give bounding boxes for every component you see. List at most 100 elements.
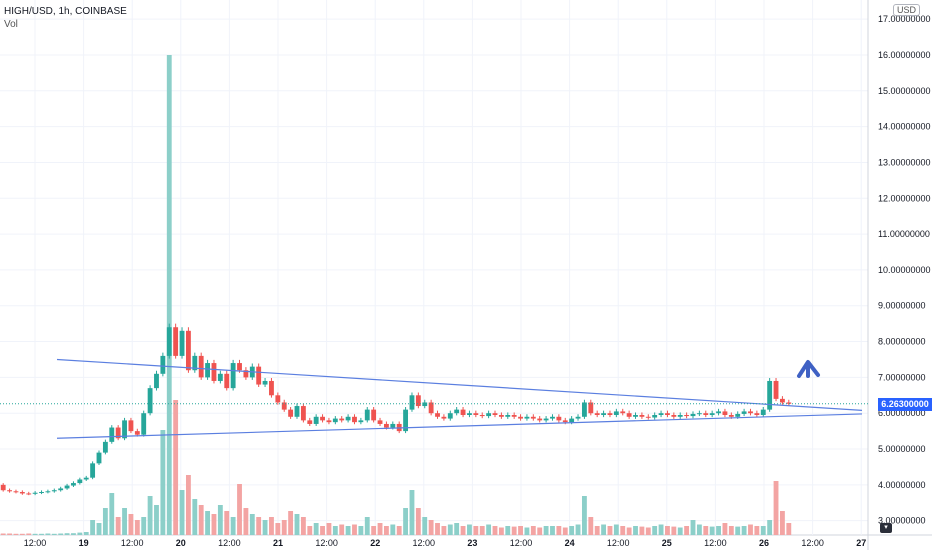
candle-body xyxy=(767,380,773,410)
volume-bar xyxy=(300,517,306,535)
y-tick-label: 5.00000000 xyxy=(878,444,926,454)
volume-bar xyxy=(237,484,242,535)
volume-bar xyxy=(390,524,396,535)
volume-label[interactable]: Vol xyxy=(4,19,18,30)
volume-bar xyxy=(256,517,262,535)
candle-body xyxy=(511,414,517,417)
candle-body xyxy=(173,327,179,356)
candle-body xyxy=(569,418,575,423)
scroll-to-latest-button[interactable]: ▾ xyxy=(880,523,892,533)
volume-bar xyxy=(147,496,153,535)
volume-bar xyxy=(358,526,364,535)
volume-bar xyxy=(658,524,664,535)
candle-body xyxy=(83,477,89,480)
volume-bar xyxy=(498,527,504,535)
x-tick-label: 12:00 xyxy=(704,538,727,548)
volume-bar xyxy=(0,533,6,535)
volume-bar xyxy=(77,532,83,535)
x-tick-label: 22 xyxy=(370,538,380,548)
volume-bar xyxy=(467,524,472,535)
volume-bar xyxy=(32,533,38,535)
volume-bar xyxy=(486,524,492,535)
candle-body xyxy=(45,491,51,493)
volume-bar xyxy=(530,526,536,535)
volume-bar xyxy=(51,533,57,535)
candle-body xyxy=(696,413,702,415)
volume-bar xyxy=(601,524,607,535)
volume-bar xyxy=(665,526,670,535)
volume-bar xyxy=(179,490,185,535)
volume-bar xyxy=(192,499,198,535)
y-tick-label: 16.00000000 xyxy=(878,50,931,60)
volume-bar xyxy=(575,524,581,535)
volume-bar xyxy=(754,526,760,535)
volume-bar xyxy=(102,508,108,535)
currency-button[interactable]: USD xyxy=(892,4,920,16)
x-tick-label: 23 xyxy=(467,538,477,548)
volume-bar xyxy=(339,524,345,535)
candle-body xyxy=(217,373,223,381)
candle-body xyxy=(454,409,460,414)
candle-body xyxy=(658,413,664,415)
volume-bar xyxy=(96,523,102,535)
volume-bar xyxy=(773,481,779,535)
volume-bar xyxy=(19,533,25,535)
candle-body xyxy=(179,330,185,356)
volume-bar xyxy=(141,517,147,535)
candle-body xyxy=(613,411,619,415)
candle-body xyxy=(556,416,562,421)
candle-body xyxy=(96,452,102,464)
symbol-label[interactable]: HIGH/USD, 1h, COINBASE xyxy=(4,6,127,17)
volume-bar xyxy=(684,526,690,535)
candle-body xyxy=(728,414,734,417)
volume-bar xyxy=(613,524,619,535)
candle-body xyxy=(0,484,6,491)
candle-body xyxy=(626,413,632,417)
candle-body xyxy=(716,411,721,414)
volume-bar xyxy=(90,520,96,535)
volume-bar xyxy=(748,524,753,535)
volume-bar xyxy=(779,511,785,535)
volume-bar xyxy=(767,520,773,535)
volume-bar xyxy=(396,526,402,535)
volume-bar xyxy=(550,526,555,535)
volume-bar xyxy=(435,523,440,535)
candle-body xyxy=(224,373,230,389)
volume-bar xyxy=(645,527,651,535)
candle-body xyxy=(230,363,236,389)
y-tick-label: 3.00000000 xyxy=(878,516,926,526)
candle-body xyxy=(645,416,651,418)
volume-bar xyxy=(652,526,658,535)
candle-body xyxy=(486,413,492,417)
x-tick-label: 12:00 xyxy=(315,538,338,548)
candle-body xyxy=(313,416,319,424)
candle-body xyxy=(77,479,83,484)
candle-body xyxy=(7,490,13,492)
y-tick-label: 12.00000000 xyxy=(878,193,931,203)
candle-body xyxy=(677,414,683,417)
y-tick-label: 13.00000000 xyxy=(878,157,931,167)
candle-body xyxy=(492,413,498,415)
x-tick-label: 12:00 xyxy=(121,538,144,548)
volume-bar xyxy=(760,526,766,535)
x-tick-label: 27 xyxy=(856,538,866,548)
x-tick-label: 12:00 xyxy=(801,538,824,548)
x-tick-label: 26 xyxy=(759,538,769,548)
volume-bar xyxy=(326,523,332,535)
y-tick-label: 6.00000000 xyxy=(878,408,926,418)
volume-bar xyxy=(288,511,294,535)
y-tick-label: 17.00000000 xyxy=(878,14,931,24)
x-tick-label: 20 xyxy=(176,538,186,548)
volume-bar xyxy=(307,526,313,535)
candle-body xyxy=(773,380,779,399)
volume-bar xyxy=(403,508,409,535)
candle-body xyxy=(262,380,268,385)
candle-body xyxy=(460,409,466,415)
volume-bar xyxy=(269,517,274,535)
volume-bar xyxy=(332,526,338,535)
candle-body xyxy=(64,485,70,489)
volume-bar xyxy=(281,520,287,535)
candle-body xyxy=(71,483,76,486)
volume-bar xyxy=(741,526,747,535)
